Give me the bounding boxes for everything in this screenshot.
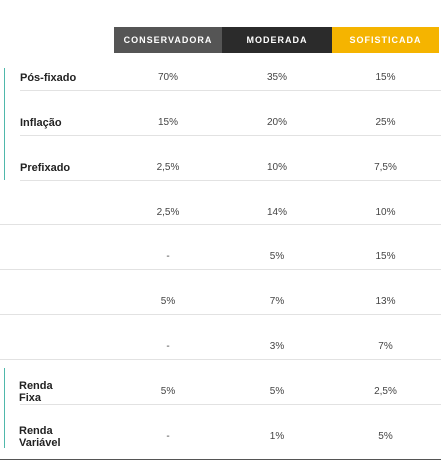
row-label: Inflação [20, 116, 62, 129]
row-label: Renda Variável [19, 424, 61, 449]
value-moderada: 35% [266, 72, 287, 83]
value-sofisticada: 25% [375, 117, 396, 128]
column-header-conservadora: CONSERVADORA [114, 27, 222, 53]
value-conservadora: - [166, 341, 170, 352]
table-row: 2,5% 14% 10% [0, 190, 441, 235]
row-label: Pós-fixado [20, 71, 77, 84]
value-sofisticada: 7% [378, 341, 393, 352]
value-conservadora: 5% [160, 296, 176, 307]
group-indicator [4, 368, 5, 448]
value-conservadora: 15% [157, 117, 178, 128]
table-row: Renda Variável - 1% 5% [0, 414, 441, 459]
value-moderada: 5% [269, 386, 285, 397]
value-moderada: 7% [269, 296, 285, 307]
value-sofisticada: 2,5% [374, 386, 397, 397]
table-row: 5% 7% 13% [0, 279, 441, 324]
value-moderada: 20% [266, 117, 287, 128]
value-moderada: 10% [266, 162, 287, 173]
value-sofisticada: 15% [375, 251, 396, 262]
value-moderada: 1% [269, 431, 285, 442]
value-conservadora: - [166, 251, 170, 262]
value-sofisticada: 10% [375, 207, 396, 218]
column-header-sofisticada: SOFISTICADA [332, 27, 439, 53]
value-conservadora: 70% [157, 72, 178, 83]
group-indicator [4, 68, 5, 180]
value-conservadora: 2,5% [156, 162, 180, 173]
value-sofisticada: 5% [378, 431, 393, 442]
value-conservadora: 5% [160, 386, 176, 397]
table-row: Prefixado 2,5% 10% 7,5% [0, 145, 441, 190]
value-moderada: 14% [266, 207, 287, 218]
row-label: Prefixado [20, 161, 71, 174]
table-row: - 5% 15% [0, 234, 441, 279]
value-sofisticada: 15% [375, 72, 396, 83]
table-row: - 3% 7% [0, 324, 441, 369]
table-bottom-border [0, 459, 441, 460]
value-sofisticada: 7,5% [374, 162, 397, 173]
value-sofisticada: 13% [375, 296, 396, 307]
value-moderada: 5% [269, 251, 285, 262]
column-header-moderada: MODERADA [222, 27, 332, 53]
value-conservadora: 2,5% [156, 207, 180, 218]
row-label: Renda Fixa [19, 379, 53, 404]
table-row: Pós-fixado 70% 35% 15% [0, 55, 441, 100]
value-moderada: 3% [269, 341, 285, 352]
table-row: Inflação 15% 20% 25% [0, 100, 441, 145]
table-row: Renda Fixa 5% 5% 2,5% [0, 369, 441, 414]
value-conservadora: - [166, 431, 170, 442]
